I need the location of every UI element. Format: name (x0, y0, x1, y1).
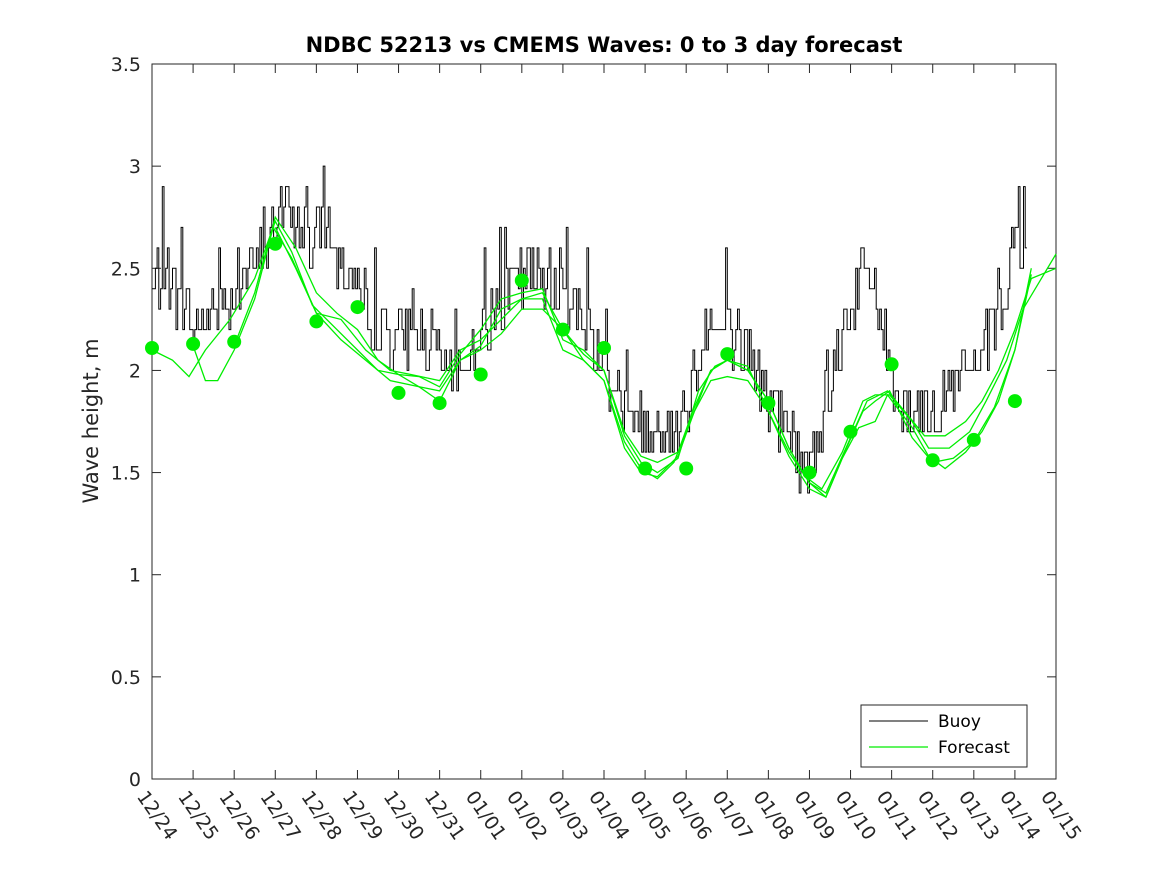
forecast-marker (884, 357, 899, 372)
legend-box (860, 704, 1028, 768)
forecast-marker (1007, 394, 1022, 409)
forecast-marker (186, 336, 201, 351)
y-axis-label: Wave height, m (79, 338, 103, 503)
forecast-series-line (274, 227, 1057, 494)
y-tick-label: 3 (129, 156, 141, 178)
y-tick-label: 1.5 (111, 463, 141, 485)
forecast-marker (145, 341, 159, 355)
legend: Buoy Forecast (860, 704, 1028, 768)
forecast-marker (925, 453, 940, 468)
forecast-marker (555, 322, 570, 337)
y-tick-label: 0 (129, 769, 141, 791)
forecast-marker (843, 424, 858, 439)
forecast-marker (802, 465, 817, 480)
forecast-marker (679, 461, 694, 476)
forecast-marker (761, 396, 776, 411)
forecast-marker (966, 432, 981, 447)
forecast-marker (638, 461, 653, 476)
y-tick-label: 2 (129, 360, 141, 382)
forecast-marker (350, 300, 365, 315)
buoy-series-line (152, 165, 1027, 494)
y-tick-label: 2.5 (111, 258, 141, 280)
forecast-marker (227, 334, 242, 349)
forecast-marker (432, 396, 447, 411)
chart-title: NDBC 52213 vs CMEMS Waves: 0 to 3 day fo… (306, 33, 903, 57)
forecast-marker (720, 347, 735, 362)
forecast-marker (473, 367, 488, 382)
y-tick-label: 1 (129, 565, 141, 587)
y-tick-label: 0.5 (111, 667, 141, 689)
forecast-marker (391, 385, 406, 400)
legend-forecast-label: Forecast (938, 738, 1010, 758)
y-tick-label: 3.5 (111, 54, 141, 76)
forecast-marker (309, 314, 324, 329)
forecast-marker (597, 341, 611, 355)
forecast-marker (268, 236, 283, 251)
legend-buoy-label: Buoy (938, 712, 981, 732)
forecast-marker (514, 273, 529, 288)
